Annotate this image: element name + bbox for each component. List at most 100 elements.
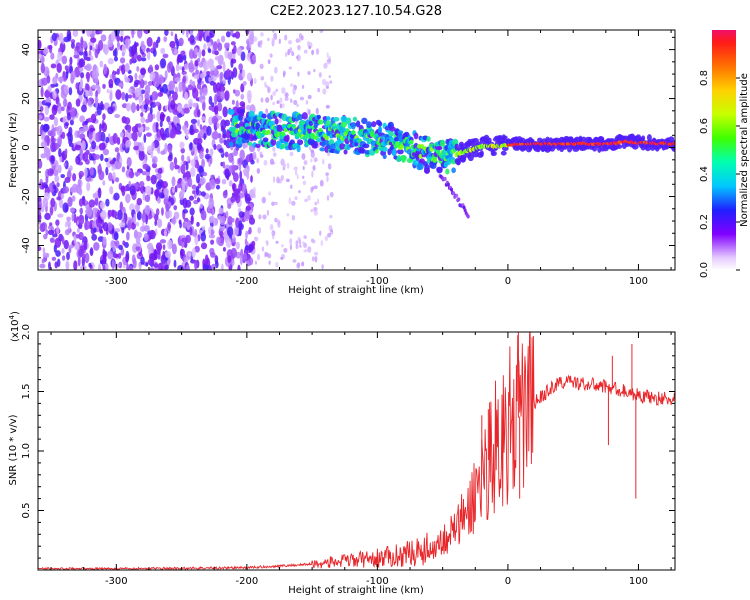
- noise-blob: [294, 196, 298, 201]
- noise-blob: [302, 175, 305, 180]
- noise-blob: [169, 161, 175, 171]
- noise-blob: [118, 82, 124, 88]
- noise-blob: [203, 43, 207, 51]
- noise-blob: [107, 38, 114, 48]
- noise-blob: [137, 123, 142, 128]
- noise-blob: [38, 246, 42, 252]
- noise-blob: [159, 111, 165, 122]
- noise-blob: [89, 166, 94, 176]
- noise-blob: [68, 244, 74, 249]
- signal-halo: [371, 121, 377, 128]
- noise-blob: [99, 153, 104, 162]
- noise-blob: [130, 102, 137, 114]
- noise-blob: [310, 238, 315, 243]
- noise-blob: [278, 118, 282, 123]
- noise-blob: [67, 101, 72, 111]
- noise-blob: [249, 209, 252, 216]
- noise-blob: [231, 58, 237, 64]
- noise-blob: [295, 240, 299, 246]
- noise-blob: [102, 83, 106, 89]
- noise-blob: [183, 107, 190, 114]
- noise-blob: [272, 101, 276, 106]
- noise-blob: [78, 188, 83, 196]
- signal-halo: [352, 116, 358, 122]
- noise-blob: [133, 141, 138, 147]
- noise-blob: [186, 30, 189, 38]
- noise-blob: [295, 38, 300, 43]
- noise-blob: [202, 60, 210, 71]
- noise-blob: [63, 85, 70, 95]
- noise-blob: [178, 37, 184, 47]
- noise-blob: [197, 138, 203, 145]
- noise-blob: [79, 45, 84, 52]
- noise-blob: [89, 247, 94, 257]
- noise-blob: [235, 241, 240, 250]
- noise-blob: [209, 178, 216, 190]
- noise-blob: [162, 53, 169, 59]
- noise-blob: [253, 194, 256, 199]
- signal-halo: [235, 123, 240, 129]
- noise-blob: [105, 166, 109, 176]
- noise-blob: [82, 40, 88, 49]
- noise-blob: [321, 78, 327, 86]
- noise-blob: [64, 229, 71, 236]
- noise-blob: [202, 87, 208, 96]
- noise-blob: [186, 155, 191, 162]
- noise-blob: [79, 115, 85, 123]
- noise-blob: [272, 152, 277, 157]
- noise-blob: [79, 208, 83, 214]
- noise-blob: [109, 160, 115, 165]
- noise-blob: [164, 142, 168, 154]
- noise-blob: [112, 69, 115, 81]
- noise-blob: [106, 88, 110, 94]
- noise-blob: [184, 91, 189, 101]
- noise-blob: [278, 38, 281, 45]
- noise-blob: [169, 210, 173, 218]
- noise-blob: [239, 170, 243, 181]
- noise-blob: [66, 251, 70, 261]
- noise-blob: [125, 102, 132, 112]
- noise-blob: [66, 34, 72, 42]
- noise-blob: [81, 140, 86, 151]
- noise-blob: [157, 36, 161, 43]
- noise-blob: [126, 231, 130, 241]
- noise-blob: [267, 86, 271, 94]
- noise-blob: [145, 185, 152, 195]
- noise-blob: [220, 35, 226, 43]
- noise-blob: [91, 47, 96, 52]
- noise-blob: [245, 30, 250, 35]
- noise-blob: [218, 148, 224, 153]
- signal-branch: [452, 191, 456, 196]
- noise-blob: [206, 71, 211, 76]
- noise-blob: [114, 147, 120, 153]
- noise-blob: [325, 85, 329, 90]
- noise-blob: [150, 102, 157, 108]
- noise-blob: [121, 51, 125, 57]
- signal-core: [432, 158, 438, 163]
- noise-blob: [86, 75, 90, 83]
- signal-core: [232, 126, 237, 132]
- signal-halo: [317, 119, 324, 125]
- noise-blob: [238, 227, 242, 237]
- noise-blob: [207, 48, 212, 54]
- noise-blob: [119, 131, 124, 138]
- signal-halo: [339, 143, 346, 150]
- noise-blob: [120, 247, 125, 256]
- noise-blob: [151, 142, 155, 152]
- noise-blob: [177, 113, 183, 118]
- noise-blob: [155, 121, 159, 133]
- signal-halo: [396, 155, 401, 162]
- signal-halo: [500, 150, 507, 156]
- noise-blob: [289, 244, 293, 251]
- noise-blob: [47, 229, 55, 236]
- noise-blob: [78, 83, 83, 92]
- noise-blob: [271, 201, 275, 207]
- noise-blob: [218, 215, 222, 221]
- noise-blob: [210, 229, 214, 236]
- signal-halo: [296, 144, 301, 153]
- noise-blob: [276, 100, 280, 104]
- noise-blob: [139, 79, 145, 89]
- noise-blob: [101, 122, 108, 133]
- noise-blob: [164, 30, 169, 36]
- noise-blob: [172, 109, 179, 115]
